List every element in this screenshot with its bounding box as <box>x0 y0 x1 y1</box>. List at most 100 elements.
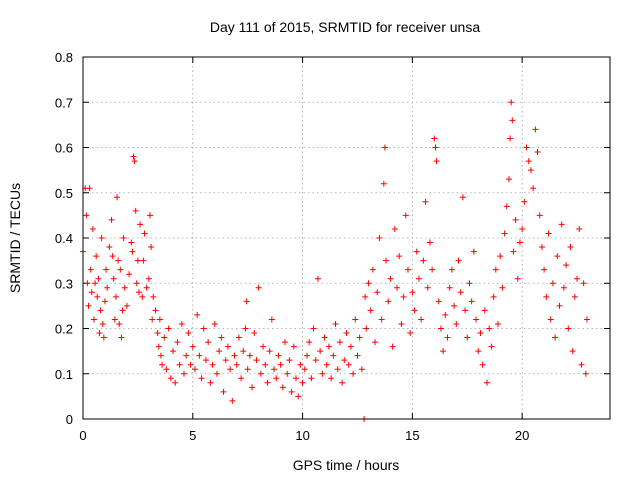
data-point <box>442 311 449 318</box>
data-point <box>224 343 231 350</box>
data-point <box>101 298 108 305</box>
data-point <box>211 320 218 327</box>
data-point <box>299 379 306 386</box>
data-point <box>543 293 550 300</box>
data-point <box>264 379 271 386</box>
data-point <box>565 325 572 332</box>
data-point <box>484 379 491 386</box>
data-point <box>363 325 370 332</box>
data-point <box>394 284 401 291</box>
data-point <box>156 316 163 323</box>
data-point <box>191 366 198 373</box>
data-point <box>282 339 289 346</box>
data-point <box>260 343 267 350</box>
data-point <box>273 375 280 382</box>
data-point <box>257 370 264 377</box>
x-tick-labels: 0 5 10 15 20 <box>79 428 529 443</box>
data-point <box>92 280 99 287</box>
data-point <box>448 266 455 273</box>
data-point <box>411 307 418 314</box>
data-point <box>321 334 328 341</box>
data-point <box>418 316 425 323</box>
y-tick-label: 0 <box>66 412 73 427</box>
data-point <box>157 352 164 359</box>
data-point <box>501 230 508 237</box>
data-point <box>352 316 359 323</box>
data-point <box>519 225 526 232</box>
data-point <box>251 330 258 337</box>
data-point <box>94 293 101 300</box>
data-point <box>243 298 250 305</box>
data-point <box>88 289 95 296</box>
data-point <box>374 289 381 296</box>
data-point <box>530 185 537 192</box>
data-point <box>541 266 548 273</box>
data-point <box>525 158 532 165</box>
data-point <box>549 280 556 287</box>
data-point <box>328 375 335 382</box>
data-point <box>205 339 212 346</box>
x-tick-label: 20 <box>515 428 529 443</box>
data-point <box>358 366 365 373</box>
data-point <box>99 320 106 327</box>
data-point <box>244 366 251 373</box>
data-point <box>89 225 96 232</box>
data-point <box>372 339 379 346</box>
data-point <box>400 293 407 300</box>
data-point <box>580 280 587 287</box>
data-point <box>290 343 297 350</box>
data-point <box>490 293 497 300</box>
data-point <box>558 221 565 228</box>
data-point <box>503 203 510 210</box>
data-point <box>266 348 273 355</box>
data-point <box>176 361 183 368</box>
data-point <box>120 235 127 241</box>
data-point <box>527 167 534 174</box>
data-point <box>238 375 245 382</box>
y-tick-label: 0.8 <box>55 50 73 65</box>
data-point <box>255 284 262 291</box>
data-point <box>137 221 144 228</box>
data-point <box>464 334 471 341</box>
data-point <box>426 239 433 246</box>
data-point <box>475 348 482 355</box>
data-point <box>148 244 155 251</box>
data-point <box>222 357 229 364</box>
data-point <box>194 311 201 318</box>
y-tick-label: 0.3 <box>55 276 73 291</box>
data-point <box>246 352 253 359</box>
data-point <box>306 339 313 346</box>
y-tick-label: 0.5 <box>55 186 73 201</box>
data-point <box>398 320 405 327</box>
data-point <box>200 325 207 332</box>
data-point <box>262 361 269 368</box>
data-point <box>451 302 458 309</box>
data-point <box>563 262 570 269</box>
data-point <box>135 289 142 296</box>
data-point <box>507 135 514 142</box>
data-point <box>268 316 275 323</box>
data-point <box>172 379 179 386</box>
y-tick-labels: 0 0.1 0.2 0.3 0.4 0.5 0.6 0.7 0.8 <box>55 50 73 427</box>
data-point <box>198 375 205 382</box>
data-point <box>220 388 227 395</box>
data-point <box>402 212 409 219</box>
data-point <box>133 280 140 287</box>
data-point <box>111 316 118 323</box>
data-point <box>477 330 484 337</box>
data-point <box>440 348 447 355</box>
data-point <box>213 370 220 377</box>
data-point <box>369 266 376 273</box>
data-point <box>231 352 238 359</box>
data-point <box>84 280 91 287</box>
data-point <box>249 384 256 391</box>
data-point <box>123 302 130 309</box>
data-point <box>103 266 110 273</box>
data-point <box>383 257 390 264</box>
x-tick-label: 0 <box>79 428 86 443</box>
data-point <box>130 153 137 160</box>
data-point <box>510 248 517 255</box>
data-point <box>303 352 310 359</box>
data-point <box>240 348 247 355</box>
y-axis-label: SRMTID / TECUs <box>7 183 23 293</box>
